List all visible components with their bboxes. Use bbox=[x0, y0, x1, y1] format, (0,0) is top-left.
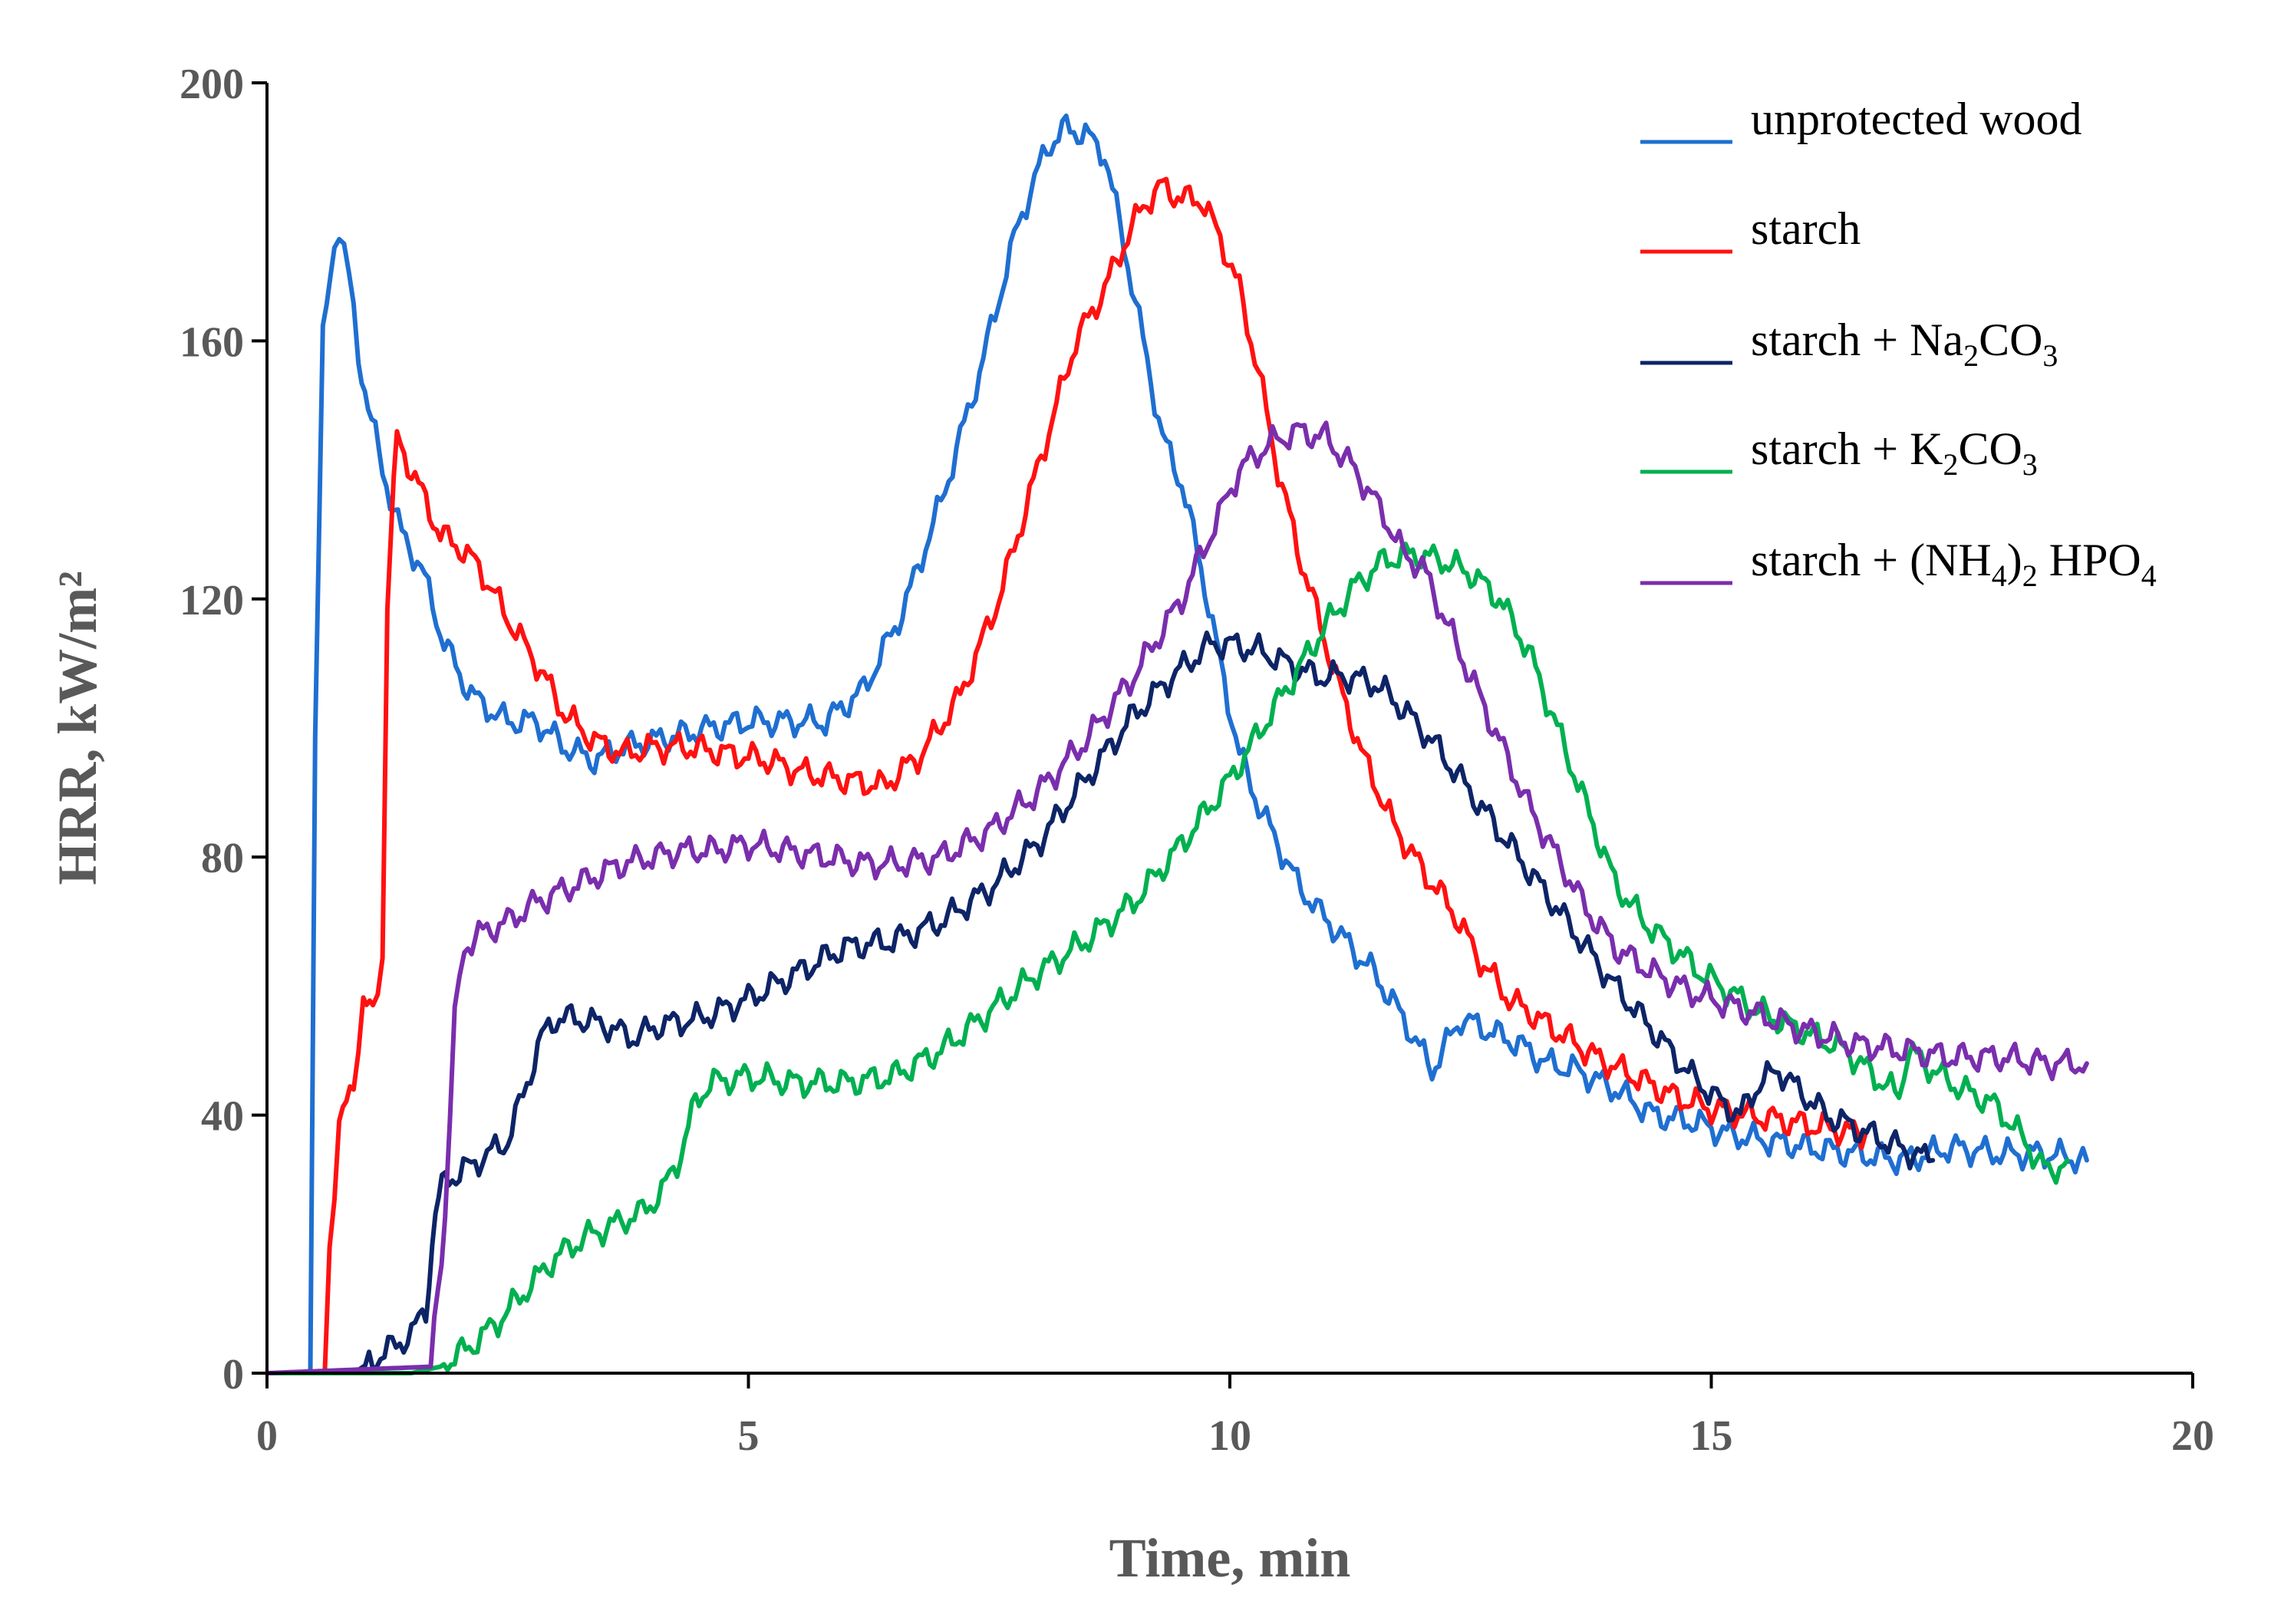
legend-label-subscript: 3 bbox=[2042, 338, 2058, 373]
legend-label-subscript: 3 bbox=[2022, 447, 2038, 482]
x-axis-title: Time, min bbox=[1109, 1527, 1351, 1589]
x-tick-label: 0 bbox=[256, 1412, 278, 1460]
legend-label-part: unprotected wood bbox=[1751, 94, 2082, 144]
x-tick-label: 20 bbox=[2171, 1412, 2214, 1460]
legend-label-part: starch bbox=[1751, 203, 1861, 254]
plot-lines bbox=[265, 114, 2089, 1375]
legend-label: unprotected wood bbox=[1751, 94, 2082, 144]
series-line bbox=[265, 176, 1868, 1375]
legend-label-subscript: 4 bbox=[2141, 558, 2157, 593]
x-tick-label: 5 bbox=[738, 1412, 760, 1460]
legend-label-part: CO bbox=[1958, 423, 2022, 474]
legend-label: starch bbox=[1751, 203, 1861, 254]
legend-label-part: CO bbox=[1979, 315, 2042, 365]
legend-label: starch + (NH4)2 HPO4 bbox=[1751, 535, 2157, 593]
legend-label: starch + K2CO3 bbox=[1751, 423, 2038, 482]
legend-label: starch + Na2CO3 bbox=[1751, 315, 2058, 373]
y-tick-label: 0 bbox=[222, 1351, 244, 1398]
y-tick-label: 80 bbox=[201, 835, 244, 882]
legend-label-subscript: 2 bbox=[1963, 338, 1979, 373]
x-ticks: 0 5 10 15 20 bbox=[256, 1373, 2214, 1460]
y-tick-label: 200 bbox=[180, 61, 244, 108]
x-tick-label: 15 bbox=[1690, 1412, 1733, 1460]
y-axis-title: HRR, kW/m² bbox=[47, 571, 108, 885]
series-line bbox=[265, 542, 2070, 1375]
series-line bbox=[265, 420, 2089, 1375]
legend-label-part: starch + (NH bbox=[1751, 535, 1992, 585]
y-ticks: 0 40 80 120 160 200 bbox=[180, 61, 267, 1398]
legend-label-part: HPO bbox=[2038, 535, 2141, 585]
legend-label-subscript: 4 bbox=[1992, 558, 2007, 593]
y-tick-label: 40 bbox=[201, 1093, 244, 1141]
legend-label-part: ) bbox=[2007, 535, 2022, 585]
series-line bbox=[265, 114, 2089, 1375]
series-line bbox=[265, 630, 1936, 1375]
y-tick-label: 120 bbox=[180, 577, 244, 624]
legend-label-part: starch + Na bbox=[1751, 315, 1963, 365]
legend-label-subscript: 2 bbox=[2022, 558, 2038, 593]
legend-label-part: starch + K bbox=[1751, 423, 1943, 474]
x-tick-label: 10 bbox=[1208, 1412, 1251, 1460]
y-tick-label: 160 bbox=[180, 318, 244, 366]
legend-label-subscript: 2 bbox=[1943, 447, 1958, 482]
